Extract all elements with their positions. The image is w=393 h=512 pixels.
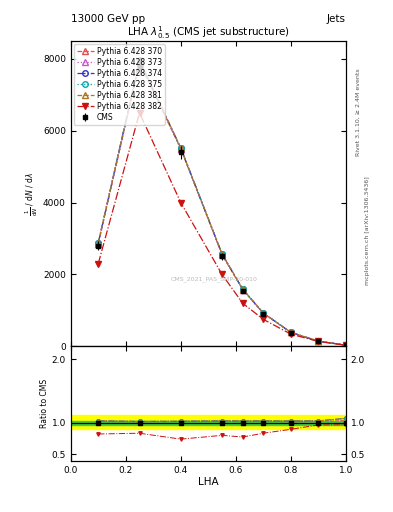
Pythia 6.428 382 (261, 316, 266, 323)
Pythia 6.428 374 (316, 338, 321, 344)
Pythia 6.428 370 (220, 251, 224, 258)
Y-axis label: $\frac{1}{\mathrm{d}N}$ / $\mathrm{d}N$ / $\mathrm{d}\lambda$: $\frac{1}{\mathrm{d}N}$ / $\mathrm{d}N$ … (24, 172, 40, 216)
Pythia 6.428 382 (137, 110, 142, 116)
Pythia 6.428 381 (178, 145, 183, 151)
Pythia 6.428 370 (288, 329, 293, 335)
Pythia 6.428 374 (96, 240, 101, 246)
Pythia 6.428 381 (240, 286, 245, 292)
Pythia 6.428 381 (137, 58, 142, 64)
Pythia 6.428 373 (288, 329, 293, 335)
Pythia 6.428 374 (261, 310, 266, 316)
Title: LHA $\lambda^{1}_{0.5}$ (CMS jet substructure): LHA $\lambda^{1}_{0.5}$ (CMS jet substru… (127, 24, 290, 41)
Pythia 6.428 370 (343, 342, 348, 348)
Pythia 6.428 374 (343, 342, 348, 348)
Pythia 6.428 373 (316, 338, 321, 344)
Pythia 6.428 374 (240, 286, 245, 292)
Pythia 6.428 370 (316, 338, 321, 344)
Text: mcplots.cern.ch [arXiv:1306.3436]: mcplots.cern.ch [arXiv:1306.3436] (365, 176, 370, 285)
Pythia 6.428 373 (96, 241, 101, 247)
Pythia 6.428 374 (137, 58, 142, 64)
Pythia 6.428 381 (96, 240, 101, 246)
Y-axis label: Ratio to CMS: Ratio to CMS (40, 379, 49, 428)
Line: Pythia 6.428 382: Pythia 6.428 382 (95, 110, 349, 348)
Pythia 6.428 381 (316, 338, 321, 344)
Text: Jets: Jets (327, 14, 346, 24)
Pythia 6.428 382 (288, 331, 293, 337)
Pythia 6.428 382 (240, 300, 245, 306)
Pythia 6.428 382 (178, 200, 183, 206)
Pythia 6.428 375 (178, 145, 183, 151)
Text: CMS_2021_PAS_SMP-20-010: CMS_2021_PAS_SMP-20-010 (170, 276, 257, 282)
Line: Pythia 6.428 370: Pythia 6.428 370 (95, 60, 349, 348)
Line: Pythia 6.428 375: Pythia 6.428 375 (95, 57, 349, 348)
Pythia 6.428 370 (96, 241, 101, 247)
Pythia 6.428 382 (343, 342, 348, 348)
Line: Pythia 6.428 381: Pythia 6.428 381 (95, 58, 349, 348)
Line: Pythia 6.428 373: Pythia 6.428 373 (95, 60, 349, 348)
Legend: Pythia 6.428 370, Pythia 6.428 373, Pythia 6.428 374, Pythia 6.428 375, Pythia 6: Pythia 6.428 370, Pythia 6.428 373, Pyth… (74, 44, 165, 124)
Pythia 6.428 373 (240, 287, 245, 293)
Pythia 6.428 374 (220, 251, 224, 257)
Pythia 6.428 374 (288, 329, 293, 335)
Pythia 6.428 374 (178, 145, 183, 151)
Pythia 6.428 375 (137, 57, 142, 63)
Pythia 6.428 375 (240, 286, 245, 292)
Pythia 6.428 373 (343, 342, 348, 348)
Pythia 6.428 381 (261, 310, 266, 316)
Pythia 6.428 375 (316, 338, 321, 344)
Pythia 6.428 382 (220, 271, 224, 278)
X-axis label: LHA: LHA (198, 477, 219, 487)
Pythia 6.428 381 (343, 342, 348, 348)
Pythia 6.428 373 (137, 59, 142, 66)
Pythia 6.428 373 (178, 145, 183, 152)
Text: 13000 GeV pp: 13000 GeV pp (71, 14, 145, 24)
Line: Pythia 6.428 374: Pythia 6.428 374 (95, 58, 349, 348)
Pythia 6.428 373 (261, 310, 266, 316)
Pythia 6.428 370 (178, 145, 183, 152)
Pythia 6.428 381 (288, 329, 293, 335)
Pythia 6.428 381 (220, 251, 224, 257)
Pythia 6.428 375 (261, 310, 266, 316)
Text: Rivet 3.1.10, ≥ 2.4M events: Rivet 3.1.10, ≥ 2.4M events (356, 69, 361, 157)
Pythia 6.428 373 (220, 251, 224, 258)
Pythia 6.428 382 (316, 338, 321, 345)
Pythia 6.428 370 (137, 59, 142, 66)
Pythia 6.428 370 (261, 310, 266, 316)
Pythia 6.428 375 (220, 251, 224, 257)
Pythia 6.428 375 (96, 240, 101, 246)
Pythia 6.428 382 (96, 261, 101, 267)
Pythia 6.428 370 (240, 287, 245, 293)
Pythia 6.428 375 (343, 342, 348, 348)
Pythia 6.428 375 (288, 329, 293, 335)
